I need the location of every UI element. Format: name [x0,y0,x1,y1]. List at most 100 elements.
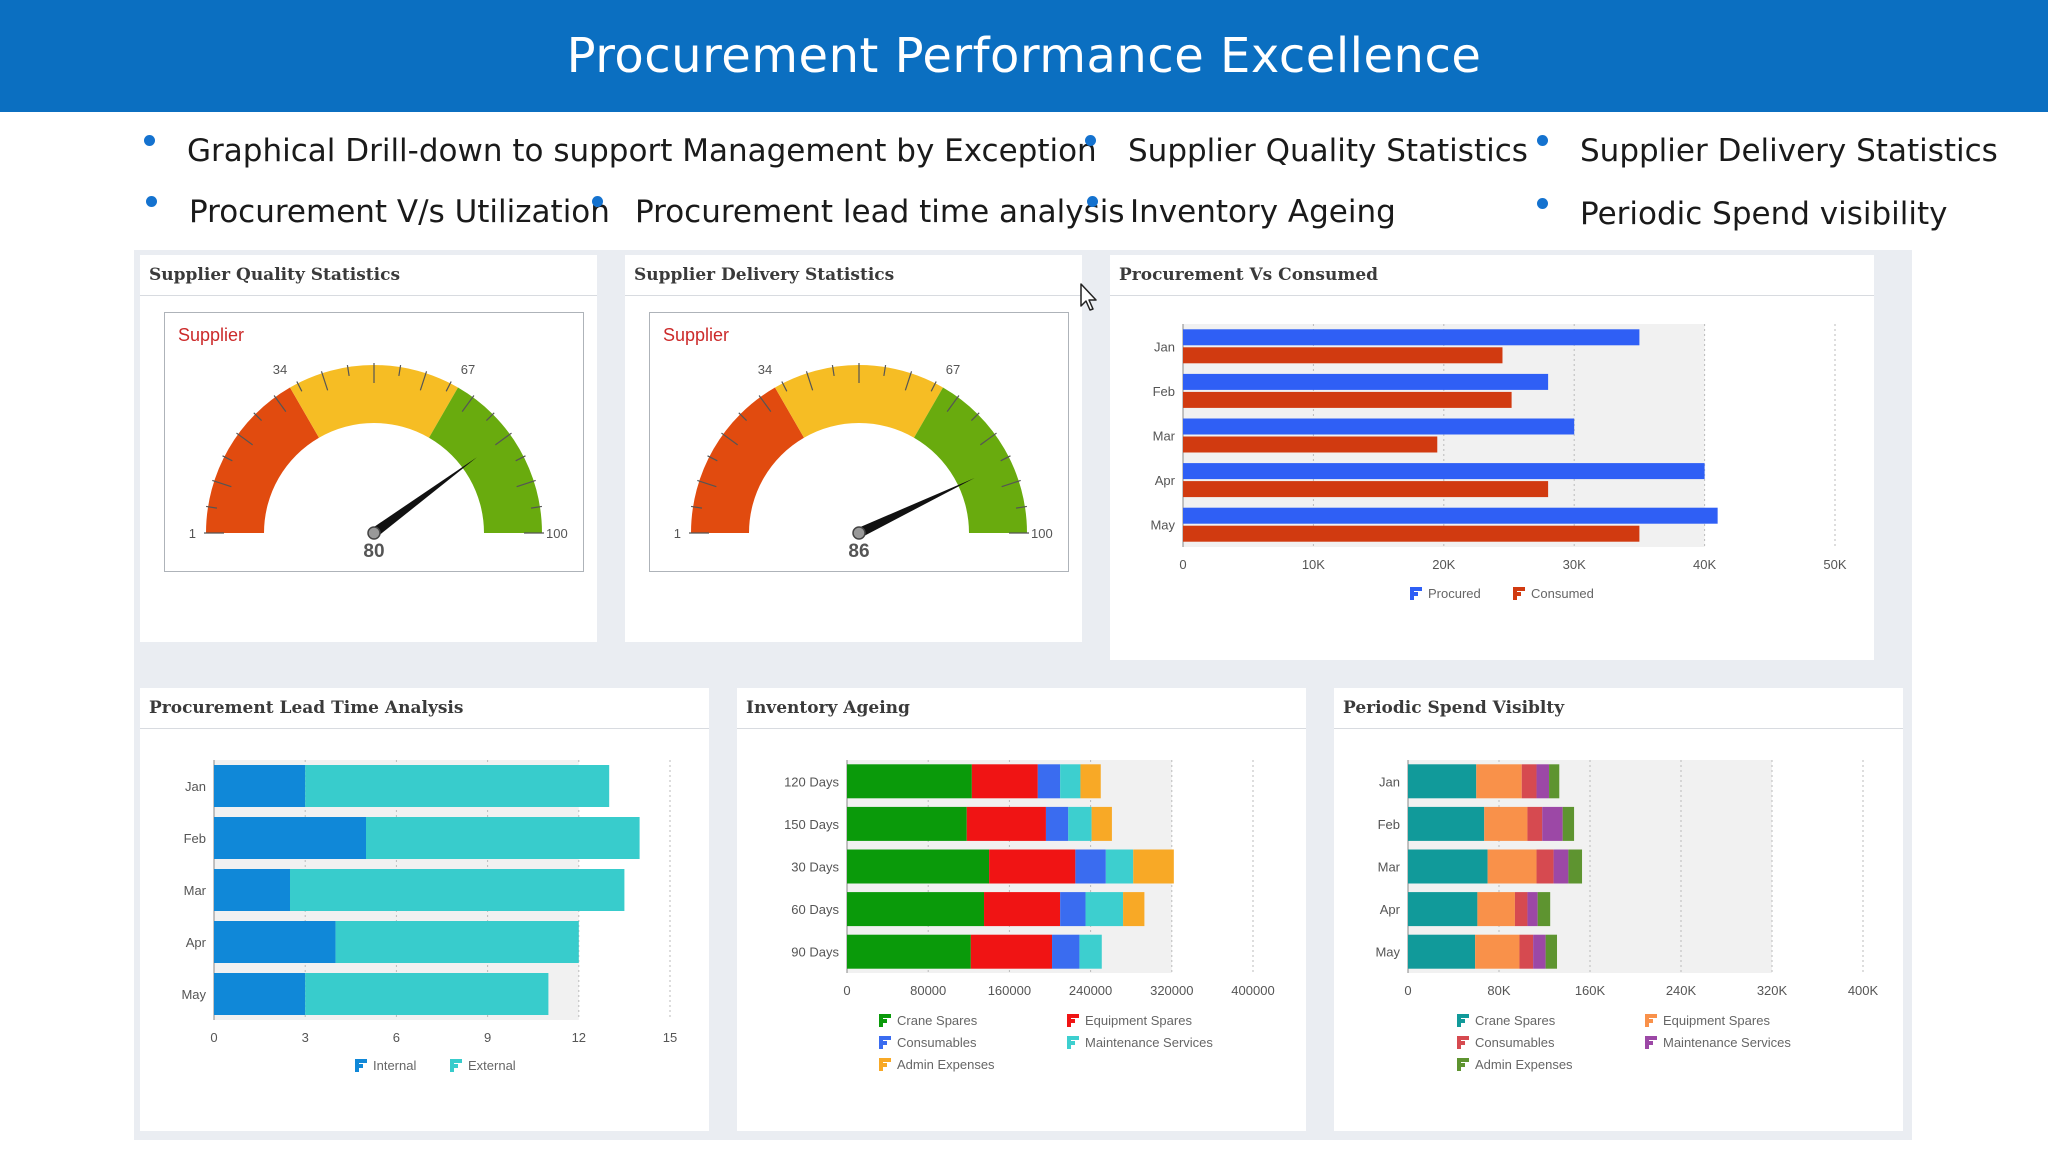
gauge-band-mid [775,365,943,438]
bar-equipment-spares [966,806,1046,841]
legend-label: Equipment Spares [1663,1013,1770,1028]
panel-title: Supplier Delivery Statistics [634,265,895,285]
gauge-tick [205,505,218,509]
bar-internal [214,921,336,963]
gauge-value: 80 [363,541,384,562]
bar-equipment-spares [1477,892,1515,927]
gauge-tick [883,364,887,377]
y-tick-label: Apr [186,935,207,950]
gauge-tick [979,432,997,446]
periodic-spend-chart[interactable]: 0 80K 160K 240K 320K 400K Jan Feb Mar Apr May Crane… [1334,732,1903,1130]
gauge-frame: Supplier 34 67 1 100 86 [649,312,1069,572]
legend-swatch-mid [1457,1063,1465,1067]
y-tick-label: Feb [184,831,206,846]
procurement-vs-consumed-chart[interactable]: 0 10K 20K 30K 40K 50K Jan Feb Mar Apr May Procured C… [1110,299,1874,659]
legend-consumables: Consumables [1457,1035,1555,1050]
legend-label: External [468,1058,516,1073]
x-tick-label: 320000 [1150,983,1193,998]
x-tick-label: 0 [1179,557,1186,572]
panel-title: Procurement Vs Consumed [1119,265,1379,285]
bar-equipment-spares [971,764,1038,799]
legend-swatch-top [1457,1014,1469,1018]
x-tick-label: 50K [1823,557,1846,572]
gauge-threshold-low-label: 34 [758,362,772,377]
lead-time-chart[interactable]: 0 3 6 9 12 15 Jan Feb Mar Apr May Internal External [140,732,709,1130]
legend-maintenance-services: Maintenance Services [1645,1035,1791,1050]
inventory-ageing-chart[interactable]: 0 80000 160000 240000 320000 400000 120 Days 15… [737,732,1306,1130]
x-tick-label: 80000 [910,983,946,998]
bar-procured [1183,463,1705,480]
gauge-band-high [914,387,1027,533]
legend-swatch-mid [1513,592,1521,596]
bar-maintenance-services [1060,764,1081,799]
bar-consumed [1183,525,1640,542]
y-tick-label: Mar [1378,860,1401,875]
bar-maintenance-services [1527,892,1538,927]
gauge-tick [515,455,526,462]
legend-swatch-top [879,1036,891,1040]
gauge-tick [805,371,814,391]
bar-crane-spares [1408,764,1477,799]
bar-consumables [1075,849,1106,884]
bar-consumed [1183,481,1549,498]
bar-equipment-spares [989,849,1076,884]
x-tick-label: 12 [572,1030,586,1045]
bar-admin-expenses [1562,806,1575,841]
y-tick-label: 120 Days [784,774,839,789]
y-tick-label: May [1375,945,1400,960]
bullet-supplier-quality: Supplier Quality Statistics [1085,133,1528,169]
gauge-threshold-high-label: 67 [461,362,475,377]
legend-swatch-top [450,1059,462,1063]
legend-label: Admin Expenses [1475,1057,1573,1072]
x-tick-label: 400000 [1231,983,1274,998]
legend-label: Consumed [1531,586,1594,601]
legend-label: Procured [1428,586,1481,601]
legend-crane-spares: Crane Spares [879,1013,978,1028]
gauge-tick [1001,479,1021,488]
bullet-supplier-delivery: Supplier Delivery Statistics [1537,133,1998,169]
bar-maintenance-services [1105,849,1134,884]
gauge-tick [1000,455,1011,462]
gauge-tick [222,455,233,462]
bar-admin-expenses [1123,892,1145,927]
legend-swatch-mid [1067,1041,1075,1045]
legend-swatch-mid [1067,1019,1075,1023]
gauge-title: Supplier [663,325,730,345]
x-tick-label: 20K [1432,557,1455,572]
gauge-band-low [206,387,319,533]
bullet-spend-visibility: Periodic Spend visibility [1537,196,1948,232]
bar-crane-spares [1408,892,1478,927]
panel-supplier-delivery: Supplier Delivery Statistics Supplier 34… [625,255,1082,642]
legend-label: Admin Expenses [897,1057,995,1072]
x-tick-label: 6 [393,1030,400,1045]
quality-gauge[interactable]: 34 67 1 100 80 [165,313,583,571]
panel-title: Supplier Quality Statistics [149,265,401,285]
legend-label: Crane Spares [1475,1013,1556,1028]
x-tick-label: 0 [1404,983,1411,998]
gauge-tick [707,455,718,462]
bar-equipment-spares [1484,806,1528,841]
legend-internal: Internal [355,1058,416,1073]
bar-consumables [1521,764,1537,799]
gauge-tick [530,505,543,509]
legend-swatch-mid [1645,1019,1653,1023]
legend-label: Consumables [1475,1035,1555,1050]
bar-external [366,817,640,859]
x-tick-label: 80K [1487,983,1510,998]
legend-consumed: Consumed [1513,586,1594,601]
bar-crane-spares [1408,934,1476,969]
bar-procured [1183,329,1640,346]
gauge-tick [320,371,329,391]
x-tick-label: 40K [1693,557,1716,572]
legend-label: Maintenance Services [1663,1035,1791,1050]
x-tick-label: 15 [663,1030,677,1045]
legend-swatch-top [1067,1014,1079,1018]
panel-title: Procurement Lead Time Analysis [149,698,464,718]
y-tick-label: 60 Days [791,902,839,917]
bar-crane-spares [847,892,985,927]
bar-consumables [1514,892,1528,927]
delivery-gauge[interactable]: 34 67 1 100 86 [650,313,1068,571]
y-tick-label: May [1150,518,1175,533]
bar-maintenance-services [1533,934,1546,969]
gauge-tick [398,364,402,377]
